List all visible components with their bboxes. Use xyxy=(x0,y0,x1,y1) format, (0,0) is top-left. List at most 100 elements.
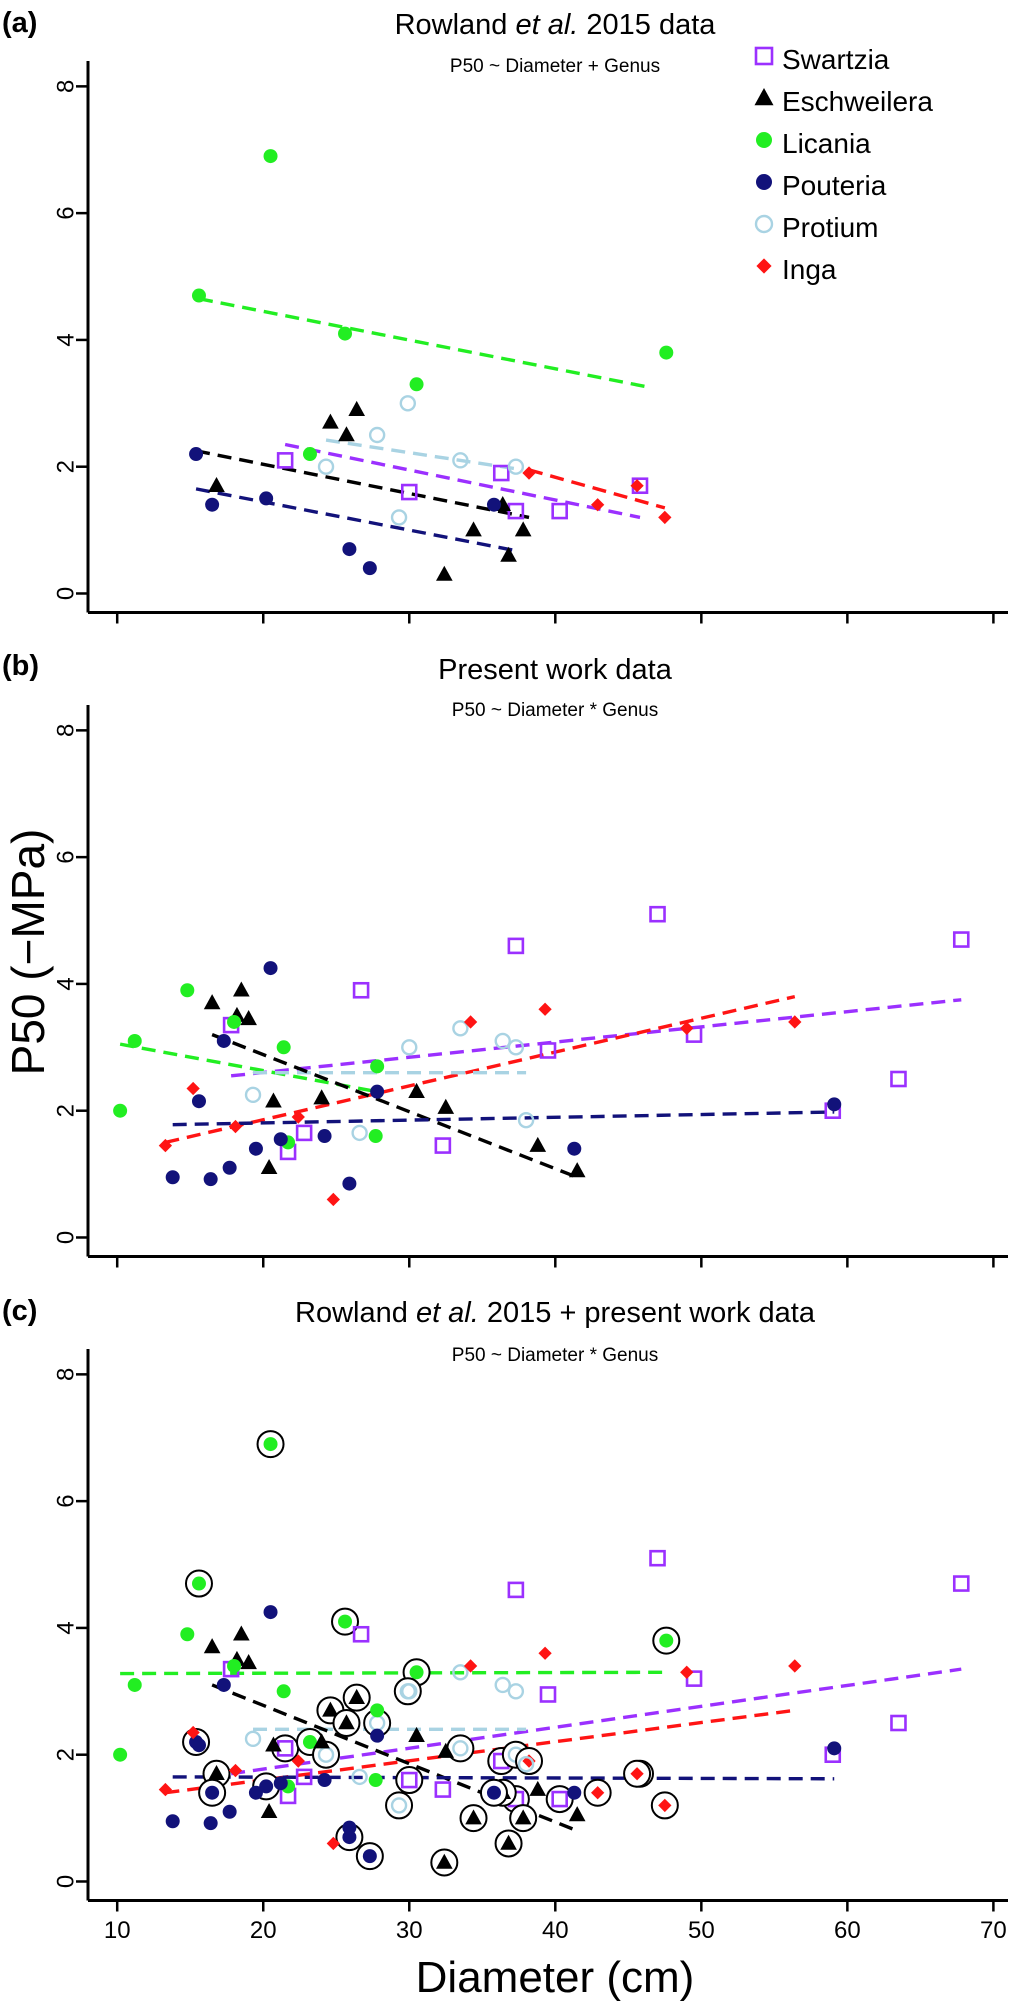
point-licania xyxy=(180,983,195,998)
point-protium xyxy=(517,1112,535,1129)
panel-b: (b) Present work data P50 ~ Diameter * G… xyxy=(2,650,1008,1268)
legend-symbol-licania xyxy=(756,132,772,148)
point-pouteria xyxy=(203,1172,218,1187)
data-points xyxy=(113,1549,970,1851)
point-licania xyxy=(113,1103,128,1118)
point-pouteria xyxy=(317,1129,332,1144)
point-protium xyxy=(399,395,417,412)
point-eschweilera xyxy=(568,1806,586,1822)
panel-axes: 0 2 4 6 8 xyxy=(53,1349,1008,1912)
point-eschweilera xyxy=(313,1089,330,1105)
fit-line-swartzia xyxy=(230,998,962,1078)
point-swartzia xyxy=(649,905,666,923)
point-protium xyxy=(368,426,386,444)
point-pouteria xyxy=(259,1779,274,1794)
point-licania xyxy=(227,1658,242,1673)
legend-item-swartzia: Swartzia xyxy=(754,44,890,75)
point-eschweilera xyxy=(348,1688,366,1704)
point-swartzia xyxy=(507,502,525,520)
point-inga xyxy=(522,466,536,480)
point-pouteria xyxy=(342,1176,357,1191)
point-protium xyxy=(351,1768,368,1786)
point-inga xyxy=(680,1021,694,1035)
fit-line-protium xyxy=(325,438,524,472)
legend-label-protium: Protium xyxy=(782,212,878,243)
point-pouteria xyxy=(248,1141,263,1156)
legend-label-eschweilera: Eschweilera xyxy=(782,86,933,117)
point-licania xyxy=(302,1735,317,1750)
point-protium xyxy=(452,452,469,469)
point-pouteria xyxy=(362,1849,377,1864)
point-protium xyxy=(494,1676,511,1694)
point-protium xyxy=(401,1683,418,1700)
x-axis-label: Diameter (cm) xyxy=(416,1953,695,2002)
point-eschweilera xyxy=(233,981,250,997)
point-licania xyxy=(338,1614,353,1629)
point-licania xyxy=(659,345,674,360)
point-pouteria xyxy=(567,1141,582,1156)
point-protium xyxy=(401,1039,418,1056)
point-eschweilera xyxy=(208,1764,225,1781)
point-licania xyxy=(368,1773,383,1788)
x-tick-label: 60 xyxy=(834,1917,861,1944)
legend-marker-inga xyxy=(756,258,772,274)
x-tick-label: 30 xyxy=(396,1917,423,1944)
point-eschweilera xyxy=(436,565,453,581)
point-inga xyxy=(186,1725,200,1740)
point-swartzia xyxy=(551,1790,568,1808)
panel-a: (a) Rowland et al. 2015 data P50 ~ Diame… xyxy=(2,7,1008,624)
panel-c: (c) Rowland et al. 2015 + present work d… xyxy=(2,1295,1008,1912)
y-tick-label: 6 xyxy=(53,1494,80,1507)
panel-subtitle: P50 ~ Diameter * Genus xyxy=(452,1345,658,1366)
point-licania xyxy=(127,1033,142,1048)
fit-line-licania xyxy=(120,1670,667,1676)
y-tick-label: 0 xyxy=(53,1231,80,1244)
fit-line-swartzia xyxy=(284,442,641,520)
point-protium xyxy=(390,1797,408,1814)
x-tick-label: 50 xyxy=(688,1917,715,1944)
fit-line-pouteria xyxy=(195,487,515,553)
point-protium xyxy=(494,1032,511,1050)
point-protium xyxy=(452,1740,469,1757)
y-tick-label: 4 xyxy=(53,333,80,346)
point-licania xyxy=(276,1684,291,1699)
point-swartzia xyxy=(649,1549,666,1567)
point-eschweilera xyxy=(465,521,482,537)
legend-item-pouteria: Pouteria xyxy=(756,170,887,201)
point-protium xyxy=(517,1756,535,1773)
point-pouteria xyxy=(222,1160,237,1175)
point-licania xyxy=(370,1703,385,1718)
point-pouteria xyxy=(259,491,274,506)
panel-axes: 0 2 4 6 8 xyxy=(53,705,1008,1268)
point-pouteria xyxy=(189,447,204,462)
point-eschweilera xyxy=(408,1726,425,1742)
point-pouteria xyxy=(342,1820,357,1835)
point-inga xyxy=(538,1002,552,1016)
point-swartzia xyxy=(507,937,525,955)
point-swartzia xyxy=(295,1768,313,1786)
point-swartzia xyxy=(400,1771,418,1789)
point-pouteria xyxy=(370,1084,385,1099)
point-inga xyxy=(463,1659,478,1673)
point-swartzia xyxy=(890,1714,907,1732)
y-tick-label: 2 xyxy=(53,460,80,473)
fit-lines xyxy=(195,297,666,553)
point-eschweilera xyxy=(338,426,355,442)
point-eschweilera xyxy=(338,1714,355,1730)
point-inga xyxy=(591,498,605,512)
point-pouteria xyxy=(273,1776,288,1791)
point-swartzia xyxy=(551,502,568,520)
legend-marker-eschweilera xyxy=(754,88,774,106)
fit-line-pouteria xyxy=(172,1110,835,1127)
point-licania xyxy=(368,1129,383,1144)
point-pouteria xyxy=(248,1785,263,1800)
point-swartzia xyxy=(952,1575,970,1592)
point-pouteria xyxy=(567,1785,582,1800)
point-inga xyxy=(158,1138,173,1153)
legend-item-inga: Inga xyxy=(756,254,837,285)
point-inga xyxy=(788,1015,802,1029)
point-licania xyxy=(276,1040,291,1055)
legend-label-swartzia: Swartzia xyxy=(782,44,890,75)
point-eschweilera xyxy=(322,413,339,429)
legend-marker-protium xyxy=(754,214,774,234)
